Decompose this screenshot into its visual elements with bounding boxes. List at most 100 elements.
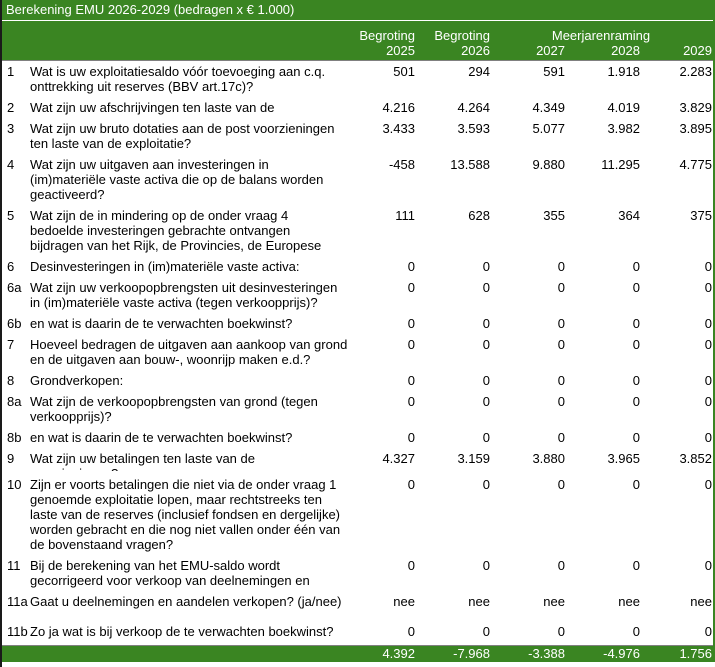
question-line: Wat zijn uw afschrijvingen ten laste van…	[30, 100, 275, 115]
row-number: 3	[7, 121, 15, 136]
question-text: Gaat u deelnemingen en aandelen verkopen…	[30, 594, 355, 609]
question-line: Wat zijn uw betalingen ten laste van de	[30, 451, 255, 466]
table-row: 11b Zo ja wat is bij verkoop de te verwac…	[2, 624, 713, 639]
column-headers: Begroting Begroting Meerjarenraming 2025…	[2, 21, 713, 60]
page-title: Berekening EMU 2026-2029 (bedragen x € 1…	[2, 0, 713, 21]
table-row: 1 Wat is uw exploitatiesaldo vóór toevoeg…	[2, 64, 713, 94]
col-year-2025: 2025	[386, 43, 415, 58]
value-cell: 4.349	[532, 100, 565, 115]
question-line: laste van de reserves (inclusief fondsen…	[30, 507, 341, 522]
value-cell: 0	[407, 558, 415, 573]
row-number: 8b	[7, 430, 22, 445]
question-text: Wat zijn uw bruto dotaties aan de post v…	[30, 121, 355, 151]
totals-spacer	[2, 646, 355, 662]
total-2029: 1.756	[679, 646, 712, 661]
question-line: Wat zijn uw bruto dotaties aan de post v…	[30, 121, 335, 136]
table-row: 6 Desinvesteringen in (im)materiële vaste…	[2, 259, 713, 274]
row-number: 8a	[7, 394, 22, 409]
value-cell: nee	[468, 594, 490, 609]
value-cell: 0	[632, 477, 640, 492]
value-cell: 0	[482, 624, 490, 639]
value-cell: 0	[482, 477, 490, 492]
year-row: 2025 2026 2027 2028 2029	[2, 43, 713, 58]
question-line: in (im)materiële vaste activa (tegen ver…	[30, 295, 318, 310]
value-cell: 4.019	[607, 100, 640, 115]
question-line: gecorrigeerd voor verkoop van deelneming…	[30, 573, 310, 588]
question-line: bijdragen van het Rijk, de Provincies, d…	[30, 238, 322, 253]
question-text: en wat is daarin de te verwachten boekwi…	[30, 430, 355, 445]
col-group-meerjarenraming: Meerjarenraming	[551, 28, 651, 43]
question-text: Desinvesteringen in (im)materiële vaste …	[30, 259, 355, 274]
value-cell: 0	[482, 337, 490, 352]
value-cell: 0	[704, 316, 712, 331]
question-line: worden gebracht en die nog niet vallen o…	[30, 522, 341, 537]
value-cell: nee	[393, 594, 415, 609]
clipped-text: voorzieningen?	[30, 466, 355, 471]
value-cell: 3.982	[607, 121, 640, 136]
value-cell: 355	[543, 208, 565, 223]
value-cell: 0	[704, 280, 712, 295]
value-cell: 0	[557, 280, 565, 295]
value-cell: 0	[557, 259, 565, 274]
question-line: Wat zijn de verkoopopbrengsten van grond…	[30, 394, 318, 409]
value-cell: 4.264	[457, 100, 490, 115]
question-line: Grondverkopen:	[30, 373, 124, 388]
value-cell: 0	[704, 337, 712, 352]
question-text: Wat zijn uw uitgaven aan investeringen i…	[30, 157, 355, 202]
row-number: 6a	[7, 280, 22, 295]
question-line: genoemde exploitatie lopen, maar rechtst…	[30, 492, 322, 507]
value-cell: 4.216	[382, 100, 415, 115]
col-year-2027: 2027	[536, 43, 565, 58]
question-text: Zo ja wat is bij verkoop de te verwachte…	[30, 624, 355, 639]
table-row: 2 Wat zijn uw afschrijvingen ten laste va…	[2, 100, 713, 115]
row-number: 7	[7, 337, 15, 352]
value-cell: 0	[482, 259, 490, 274]
value-cell: 0	[557, 624, 565, 639]
value-cell: 0	[407, 624, 415, 639]
value-cell: 0	[407, 280, 415, 295]
value-cell: 0	[632, 624, 640, 639]
value-cell: 375	[690, 208, 712, 223]
value-cell: 3.433	[382, 121, 415, 136]
value-cell: 0	[407, 373, 415, 388]
value-cell: 0	[407, 316, 415, 331]
table-header: Berekening EMU 2026-2029 (bedragen x € 1…	[2, 0, 713, 60]
value-cell: 0	[407, 259, 415, 274]
table-row: 7 Hoeveel bedragen de uitgaven aan aankoo…	[2, 337, 713, 367]
value-cell: 0	[704, 394, 712, 409]
question-text: Wat zijn uw betalingen ten laste van dev…	[30, 451, 355, 471]
value-cell: 0	[482, 280, 490, 295]
row-number: 2	[7, 100, 15, 115]
header-spacer	[2, 28, 355, 43]
question-text: Hoeveel bedragen de uitgaven aan aankoop…	[30, 337, 355, 367]
value-cell: 294	[468, 64, 490, 79]
row-number: 11a	[7, 594, 28, 609]
question-text: Zijn er voorts betalingen die niet via d…	[30, 477, 355, 552]
value-cell: 0	[704, 624, 712, 639]
value-cell: 11.295	[601, 157, 640, 172]
table-row: 10 Zijn er voorts betalingen die niet via…	[2, 477, 713, 552]
table-row: 8b en wat is daarin de te verwachten boek…	[2, 430, 713, 445]
row-number: 6b	[7, 316, 22, 331]
value-cell: 3.895	[679, 121, 712, 136]
value-cell: 0	[632, 316, 640, 331]
question-line: Wat zijn de in mindering op de onder vra…	[30, 208, 289, 223]
value-cell: nee	[618, 594, 640, 609]
total-2027: -3.388	[528, 646, 565, 661]
question-line: bedoelde investeringen gebrachte ontvang…	[30, 223, 291, 238]
row-number: 4	[7, 157, 15, 172]
value-cell: 628	[468, 208, 490, 223]
question-line: Wat zijn uw uitgaven aan investeringen i…	[30, 157, 269, 172]
value-cell: 0	[632, 558, 640, 573]
value-cell: 591	[543, 64, 565, 79]
table-row: 11a Gaat u deelnemingen en aandelen verko…	[2, 594, 713, 609]
value-cell: 111	[395, 208, 415, 223]
value-cell: 0	[704, 477, 712, 492]
value-cell: 0	[482, 430, 490, 445]
value-cell: 0	[632, 280, 640, 295]
row-number: 8	[7, 373, 15, 388]
value-cell: 501	[393, 64, 415, 79]
col-group-begroting-2026: Begroting	[434, 28, 490, 43]
